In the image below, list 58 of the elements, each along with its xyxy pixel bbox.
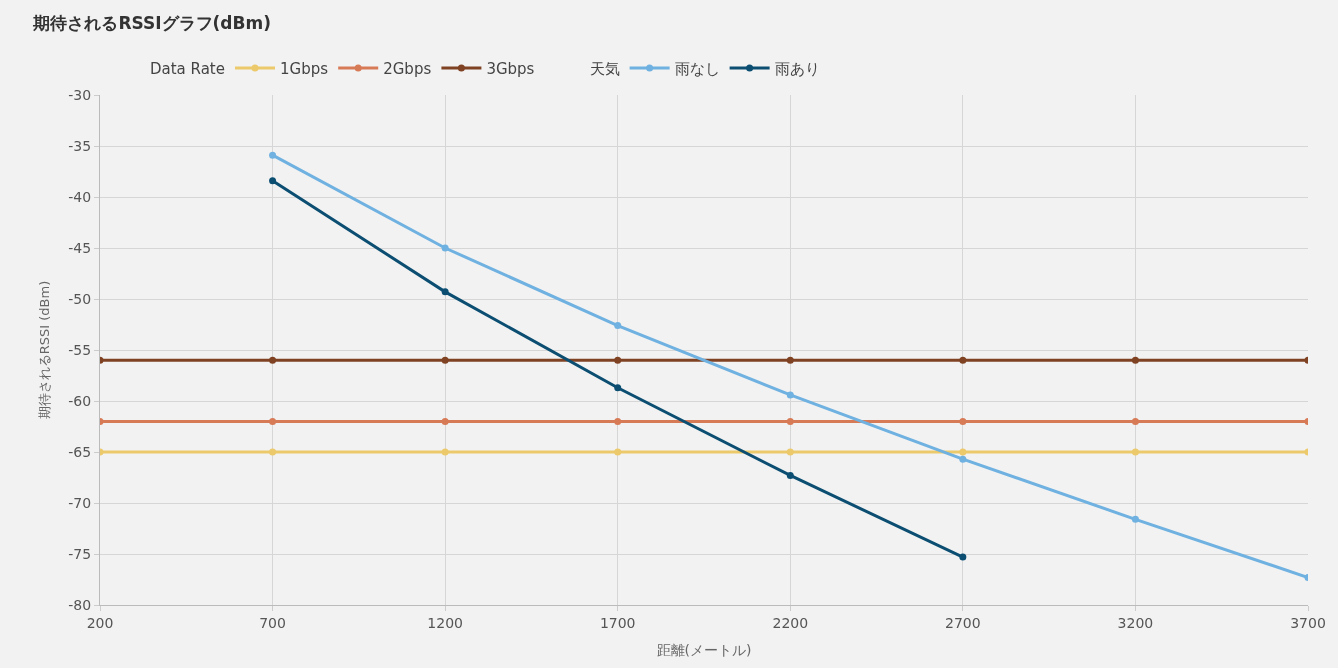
legend-label: 雨あり	[774, 59, 820, 78]
point	[1131, 448, 1139, 456]
point	[269, 356, 277, 364]
legend-label: 1Gbps	[279, 59, 329, 78]
y-tick-label: -35	[68, 137, 92, 154]
point	[1131, 515, 1139, 523]
y-tick-label: -75	[68, 545, 92, 562]
point	[269, 448, 277, 456]
y-tick-label: -40	[68, 188, 92, 205]
point	[786, 417, 794, 425]
point	[959, 356, 967, 364]
x-tick-label: 1200	[427, 614, 463, 631]
legend-label: 2Gbps	[383, 59, 432, 78]
point	[269, 177, 277, 185]
point	[959, 448, 967, 456]
text: 天気	[589, 59, 620, 78]
point	[269, 417, 277, 425]
point	[1131, 356, 1139, 364]
point	[959, 455, 967, 463]
text: Data Rate	[150, 59, 225, 78]
point	[786, 471, 794, 479]
chart-title: 期待されるRSSIグラフ(dBm)	[32, 12, 271, 33]
point	[614, 448, 622, 456]
y-tick-label: -55	[68, 341, 92, 358]
point	[614, 417, 622, 425]
y-tick-label: -80	[68, 596, 92, 613]
point	[441, 417, 449, 425]
point	[441, 244, 449, 252]
point	[786, 356, 794, 364]
point	[441, 288, 449, 296]
point	[269, 151, 277, 159]
x-tick-label: 3200	[1117, 614, 1154, 631]
x-tick-label: 3700	[1290, 614, 1326, 631]
x-tick-label: 700	[259, 614, 286, 631]
point	[441, 356, 449, 364]
point	[959, 553, 967, 561]
point	[614, 384, 622, 392]
y-tick-label: -50	[68, 290, 92, 307]
y-tick-label: -70	[68, 494, 92, 511]
point	[441, 448, 449, 456]
y-tick-label: -65	[68, 443, 92, 460]
x-tick-label: 1700	[599, 614, 636, 631]
legend-label: 雨なし	[674, 59, 720, 78]
x-tick-label: 200	[86, 614, 114, 631]
y-tick-label: -60	[68, 392, 92, 409]
point	[614, 322, 622, 330]
legend-label: 3Gbps	[486, 59, 535, 78]
y-tick-label: -45	[68, 239, 92, 256]
point	[786, 391, 794, 399]
point	[1131, 417, 1139, 425]
x-axis-title: 距離(メートル)	[656, 642, 752, 659]
point	[786, 448, 794, 456]
x-tick-label: 2700	[945, 614, 981, 631]
y-axis-title: 期待されるRSSI (dBm)	[37, 280, 53, 420]
point	[614, 356, 622, 364]
point	[959, 417, 967, 425]
y-tick-label: -30	[68, 86, 92, 103]
x-tick-label: 2200	[772, 614, 809, 631]
